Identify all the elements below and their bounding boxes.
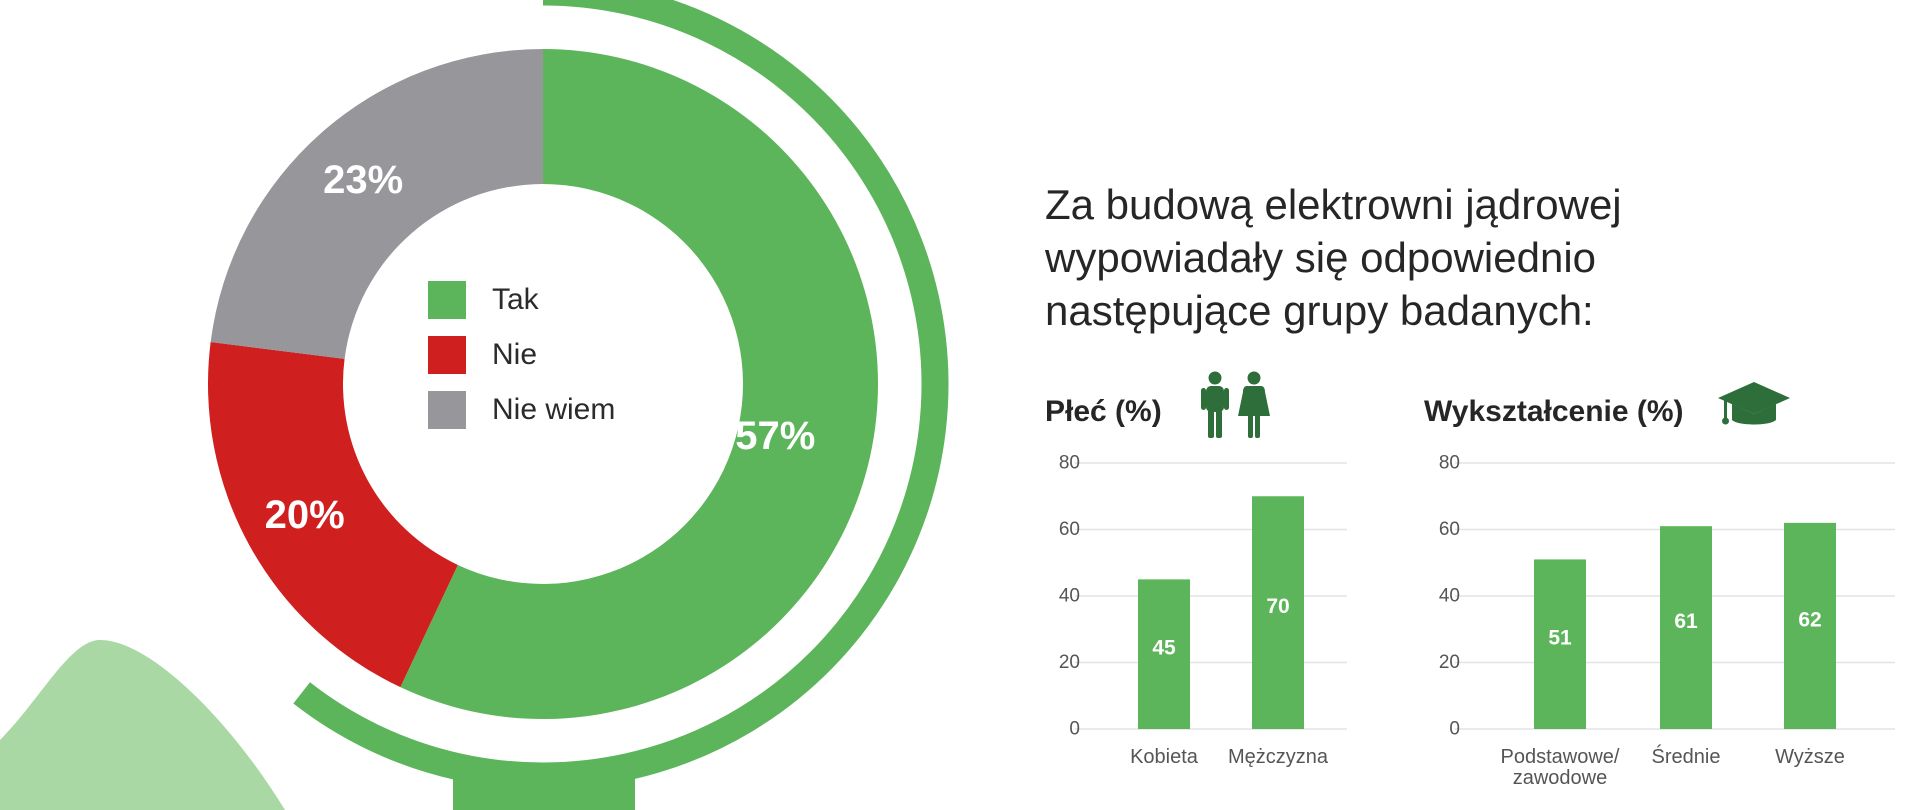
education-category-label-srednie: Średnie <box>1652 744 1721 768</box>
donut-value-labels: 57% 20% 23% <box>265 158 816 537</box>
gender-y-tick-20: 20 <box>1059 652 1080 673</box>
donut-slices <box>207 49 878 719</box>
legend-swatch-nie <box>428 335 466 374</box>
donut-legend: Tak Nie Nie wiem <box>428 272 615 437</box>
legend-label-nie-wiem: Nie wiem <box>492 392 616 426</box>
education-value-label-podstawowe-zawodowe: 51 <box>1548 627 1572 650</box>
donut-slice-nie <box>207 342 458 688</box>
donut-slice-nie-wiem <box>210 49 543 359</box>
education-category-label-wyzsze: Wyższe <box>1775 746 1845 768</box>
education-value-label-srednie: 61 <box>1674 610 1698 633</box>
education-y-tick-40: 40 <box>1439 586 1460 607</box>
education-bar-wyzsze <box>1784 522 1836 729</box>
education-value-label-wyzsze: 62 <box>1798 608 1821 631</box>
heading-line-2: wypowiadały się odpowiednio <box>1045 234 1597 281</box>
gender-bar-kobieta <box>1138 579 1190 729</box>
education-category-label-podstawowe-zawodowe-line-2: zawodowe <box>1513 767 1608 789</box>
education-y-tick-0: 0 <box>1449 719 1460 740</box>
donut-slice-tak <box>400 49 878 719</box>
gender-y-tick-60: 60 <box>1059 519 1080 540</box>
education-y-tick-80: 80 <box>1439 453 1460 474</box>
gender-value-label-mezczyzna: 70 <box>1266 595 1289 618</box>
gender-category-label-mezczyzna: Mężczyzna <box>1228 746 1329 768</box>
legend-label-nie: Nie <box>492 337 538 371</box>
education-chart-title: Wykształcenie (%) <box>1424 395 1684 428</box>
donut-value-label-nie-wiem: 23% <box>323 158 403 202</box>
gender-y-tick-40: 40 <box>1059 586 1080 607</box>
gender-value-label-kobieta: 45 <box>1152 637 1176 660</box>
education-y-tick-60: 60 <box>1439 519 1460 540</box>
education-y-tick-20: 20 <box>1439 652 1460 673</box>
gender-category-label-kobieta: Kobieta <box>1130 746 1199 768</box>
legend-swatch-tak <box>428 280 466 319</box>
donut-value-label-tak: 57% <box>735 414 815 458</box>
graduation-cap-icon <box>1718 382 1790 425</box>
gender-chart-title: Płeć (%) <box>1045 395 1162 428</box>
section-heading: Za budową elektrowni jądrowej wypowiadał… <box>1045 178 1805 337</box>
gender-y-tick-0: 0 <box>1069 719 1080 740</box>
legend-item-nie-wiem: Nie wiem <box>428 382 615 437</box>
legend-item-tak: Tak <box>428 272 615 327</box>
education-category-label-podstawowe-zawodowe-line-1: Podstawowe/ <box>1501 746 1620 768</box>
heading-line-1: Za budową elektrowni jądrowej <box>1045 181 1622 228</box>
legend-swatch-nie-wiem <box>428 390 466 429</box>
legend-item-nie: Nie <box>428 327 615 382</box>
light-green-hill-shape <box>0 640 285 810</box>
decorative-outer-arc <box>293 0 949 790</box>
donut-value-label-nie: 20% <box>265 493 345 537</box>
heading-line-3: następujące grupy badanych: <box>1045 287 1594 334</box>
education-bar-srednie <box>1660 526 1712 729</box>
gender-bar-mezczyzna <box>1252 496 1304 729</box>
legend-label-tak: Tak <box>492 282 539 316</box>
gender-y-tick-80: 80 <box>1059 453 1080 474</box>
education-bar-podstawowe-zawodowe <box>1534 559 1586 729</box>
people-icon <box>1201 371 1270 438</box>
